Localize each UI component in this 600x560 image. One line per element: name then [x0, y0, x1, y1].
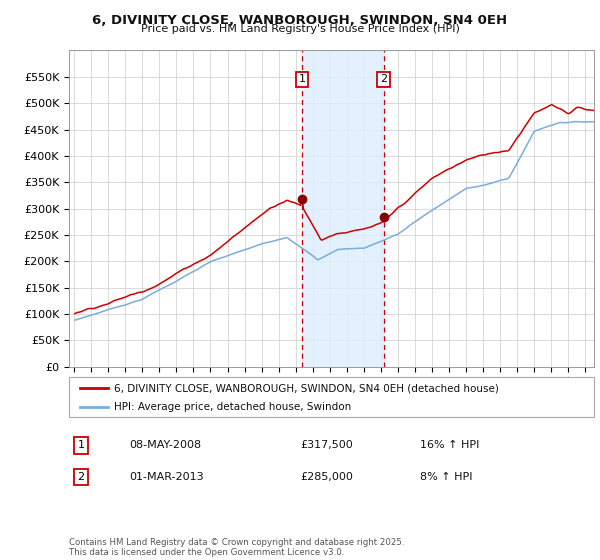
Text: 6, DIVINITY CLOSE, WANBOROUGH, SWINDON, SN4 0EH: 6, DIVINITY CLOSE, WANBOROUGH, SWINDON, … — [92, 14, 508, 27]
Text: £285,000: £285,000 — [300, 472, 353, 482]
Text: HPI: Average price, detached house, Swindon: HPI: Average price, detached house, Swin… — [113, 402, 351, 412]
Text: 08-MAY-2008: 08-MAY-2008 — [129, 440, 201, 450]
Text: 01-MAR-2013: 01-MAR-2013 — [129, 472, 203, 482]
Text: Contains HM Land Registry data © Crown copyright and database right 2025.
This d: Contains HM Land Registry data © Crown c… — [69, 538, 404, 557]
Text: 2: 2 — [380, 74, 388, 85]
Text: 2: 2 — [77, 472, 85, 482]
Text: 1: 1 — [77, 440, 85, 450]
Text: 6, DIVINITY CLOSE, WANBOROUGH, SWINDON, SN4 0EH (detached house): 6, DIVINITY CLOSE, WANBOROUGH, SWINDON, … — [113, 383, 499, 393]
Text: 16% ↑ HPI: 16% ↑ HPI — [420, 440, 479, 450]
Text: £317,500: £317,500 — [300, 440, 353, 450]
Text: 1: 1 — [298, 74, 305, 85]
Text: Price paid vs. HM Land Registry's House Price Index (HPI): Price paid vs. HM Land Registry's House … — [140, 24, 460, 34]
Bar — [302, 50, 384, 367]
Text: 8% ↑ HPI: 8% ↑ HPI — [420, 472, 473, 482]
